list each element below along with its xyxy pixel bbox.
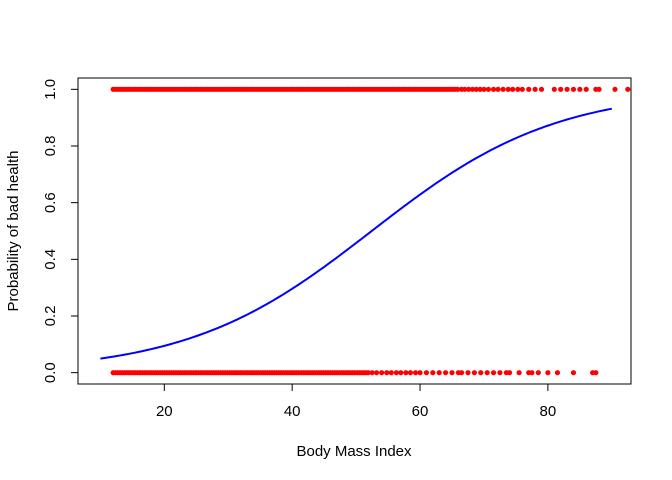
data-point <box>430 370 436 376</box>
data-point <box>593 370 599 376</box>
data-point <box>478 370 484 376</box>
data-point <box>551 86 557 92</box>
data-point <box>369 370 375 376</box>
data-point <box>484 370 490 376</box>
data-point <box>485 86 492 92</box>
data-point <box>577 86 583 92</box>
data-point <box>436 370 442 376</box>
y-tick-label: 0.8 <box>42 136 59 157</box>
data-point <box>570 370 577 376</box>
data-point <box>449 370 455 376</box>
data-point <box>462 86 468 92</box>
data-point <box>465 370 471 376</box>
data-point <box>423 370 430 376</box>
data-point <box>373 370 380 376</box>
plot-frame <box>77 77 632 385</box>
data-point <box>515 86 521 92</box>
x-axis-label: Body Mass Index <box>296 443 412 460</box>
y-tick-label: 1.0 <box>42 79 59 100</box>
data-point <box>532 86 538 92</box>
data-point <box>529 370 535 376</box>
data-point <box>455 86 461 92</box>
y-tick-label: 0.4 <box>42 249 59 270</box>
points-layer <box>110 86 631 376</box>
data-point <box>473 86 479 92</box>
data-point <box>497 370 503 376</box>
x-axis: 20 40 60 80 <box>156 383 557 420</box>
data-point <box>570 86 577 92</box>
data-point <box>500 86 506 92</box>
data-point <box>506 370 513 376</box>
data-point <box>526 86 532 92</box>
data-point <box>535 370 541 376</box>
data-point <box>481 86 487 92</box>
data-point <box>490 86 497 92</box>
data-point <box>538 86 545 92</box>
data-point <box>554 370 561 376</box>
data-point <box>516 370 522 376</box>
y-axis-label: Probability of bad health <box>5 151 22 312</box>
data-point <box>466 86 472 92</box>
data-point <box>365 370 371 376</box>
data-point <box>564 86 570 92</box>
data-point <box>510 86 516 92</box>
data-point <box>583 86 589 92</box>
y-axis: 0.0 0.2 0.4 0.6 0.8 1.0 <box>42 79 79 383</box>
fitted-curve <box>100 107 613 360</box>
x-tick-label: 40 <box>284 403 301 420</box>
y-tick-label: 0.6 <box>42 192 59 213</box>
data-point <box>477 86 483 92</box>
data-point <box>558 86 564 92</box>
data-point <box>505 86 511 92</box>
data-point <box>545 370 551 376</box>
data-point <box>495 86 501 92</box>
data-point <box>398 370 404 376</box>
data-point <box>388 370 394 376</box>
data-point <box>403 370 409 376</box>
x-tick-label: 20 <box>156 403 173 420</box>
data-point <box>471 370 477 376</box>
curve-layer <box>100 107 613 360</box>
data-point <box>393 370 399 376</box>
data-point <box>412 370 419 376</box>
data-point <box>625 86 631 92</box>
data-point <box>469 86 476 92</box>
data-point <box>490 370 497 376</box>
x-tick-label: 60 <box>412 403 429 420</box>
data-point <box>407 370 414 376</box>
data-point <box>458 370 465 376</box>
data-point <box>596 86 602 92</box>
data-point <box>417 370 423 376</box>
data-point <box>443 370 449 376</box>
data-point <box>379 370 385 376</box>
y-tick-label: 0.0 <box>42 362 59 383</box>
x-tick-label: 80 <box>540 403 557 420</box>
data-point <box>384 370 390 376</box>
y-tick-label: 0.2 <box>42 306 59 327</box>
data-point <box>612 86 618 92</box>
data-point <box>519 86 525 92</box>
